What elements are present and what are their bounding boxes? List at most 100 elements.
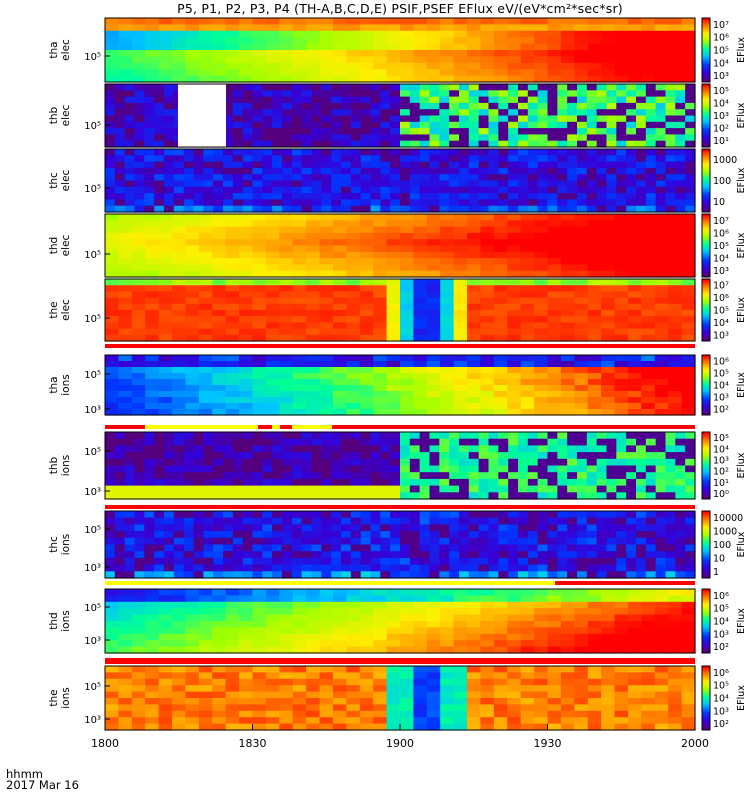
ytick-label: 10³ bbox=[84, 405, 101, 416]
colorbar-frame bbox=[701, 148, 711, 213]
colorbar-tick-label: 10000 bbox=[713, 513, 743, 524]
panel-ylabel-line: thd bbox=[48, 237, 60, 254]
colorbar-tick-label: 10⁷ bbox=[713, 216, 729, 227]
colorbar-tick-label: 10¹ bbox=[713, 478, 729, 489]
colorbar-tick-label: 100 bbox=[713, 540, 731, 551]
colorbar-tick-label: 10⁵ bbox=[713, 433, 729, 444]
colorbar-tick-label: 1000 bbox=[713, 155, 737, 166]
colorbar-tick-label: 10² bbox=[713, 124, 729, 135]
colorbar-tick-label: 10⁴ bbox=[713, 58, 729, 69]
colorbar-label: EFlux bbox=[736, 102, 747, 128]
colorbar-tick-label: 10¹ bbox=[713, 136, 729, 147]
colorbar-tick-label: 10³ bbox=[713, 266, 729, 277]
colorbar-tick-label: 10⁵ bbox=[713, 604, 729, 615]
colorbar-label: EFlux bbox=[736, 372, 747, 398]
colorbar-tick-label: 10⁶ bbox=[713, 293, 729, 304]
colorbar-tick-label: 10⁶ bbox=[713, 228, 729, 239]
panel-ylabel: thcions bbox=[48, 534, 72, 555]
ytick-label: 10⁵ bbox=[84, 682, 101, 693]
panel-ylabel-line: the bbox=[48, 301, 60, 318]
colorbar-tick-label: 10⁴ bbox=[713, 98, 729, 109]
panel-ylabel-line: thd bbox=[48, 612, 60, 629]
colorbar-frame bbox=[701, 431, 711, 500]
panel-ylabel-line: thc bbox=[48, 536, 60, 553]
colorbar-tick-label: 10³ bbox=[713, 706, 729, 717]
panel-frame bbox=[104, 148, 696, 213]
colorbar-tick-label: 10⁶ bbox=[713, 668, 729, 679]
colorbar-tick-label: 10² bbox=[713, 405, 729, 416]
panel-ylabel: thaelec bbox=[48, 39, 72, 61]
colorbar-tick-label: 100 bbox=[713, 176, 731, 187]
spectrogram-panel: thcions 10⁵ 10³ 1 10 100 1000 10000 EFlux bbox=[48, 510, 747, 585]
colorbar-frame bbox=[701, 665, 711, 731]
colorbar-tick-label: 10 bbox=[713, 553, 725, 564]
ytick-label: 10³ bbox=[84, 487, 101, 498]
colorbar-tick-label: 10⁰ bbox=[713, 489, 729, 500]
status-bar bbox=[105, 505, 695, 509]
colorbar-tick-label: 10² bbox=[713, 719, 729, 730]
colorbar-frame bbox=[701, 278, 711, 342]
panel-frame bbox=[104, 431, 696, 500]
panel-ylabel-line: tha bbox=[48, 41, 60, 58]
colorbar-tick-label: 10⁷ bbox=[713, 281, 729, 292]
panel-ylabel-line: tha bbox=[48, 376, 60, 393]
colorbar-tick-label: 10⁵ bbox=[713, 241, 729, 252]
panel-ylabel-line: elec bbox=[60, 39, 72, 61]
ytick-label: 10⁵ bbox=[84, 52, 101, 63]
panel-ylabel-line: the bbox=[48, 689, 60, 706]
x-axis: 1800 1830 1900 1930 2000 bbox=[91, 724, 709, 750]
colorbar-tick-label: 10⁵ bbox=[713, 681, 729, 692]
colorbar-tick-label: 10⁷ bbox=[713, 20, 729, 31]
ytick-label: 10⁵ bbox=[84, 525, 101, 536]
panel-ylabel-line: elec bbox=[60, 234, 72, 256]
colorbar-tick-label: 10⁶ bbox=[713, 591, 729, 602]
xtick-label: 1830 bbox=[239, 737, 267, 750]
xtick-label: 1900 bbox=[386, 737, 414, 750]
panel-frame bbox=[104, 213, 696, 278]
panel-ylabel-line: elec bbox=[60, 299, 72, 321]
data-gap bbox=[178, 84, 226, 147]
ytick-label: 10⁵ bbox=[84, 314, 101, 325]
panel-frame bbox=[104, 83, 696, 148]
panel-ylabel: theions bbox=[48, 687, 72, 708]
status-bar bbox=[105, 344, 695, 348]
time-unit-label: hhmm bbox=[6, 767, 43, 781]
panel-ylabel: thcelec bbox=[48, 169, 72, 191]
colorbar: 1 10 100 1000 10000 EFlux bbox=[701, 510, 747, 579]
status-bar bbox=[105, 661, 695, 664]
panel-frame bbox=[104, 278, 696, 342]
colorbar-frame bbox=[701, 17, 711, 83]
colorbar-tick-label: 10⁵ bbox=[713, 369, 729, 380]
panel-ylabel-line: ions bbox=[60, 610, 72, 631]
colorbar-tick-label: 10³ bbox=[713, 393, 729, 404]
colorbar-tick-label: 10⁴ bbox=[713, 381, 729, 392]
panel-frame bbox=[104, 354, 696, 416]
colorbar-tick-label: 10³ bbox=[713, 330, 729, 341]
panel-frame bbox=[104, 17, 696, 83]
panel-frame bbox=[104, 588, 696, 654]
panel-ylabel: thdions bbox=[48, 610, 72, 631]
panel-frame bbox=[104, 510, 696, 579]
chart-title: P5, P1, P2, P3, P4 (TH-A,B,C,D,E) PSIF,P… bbox=[177, 1, 623, 16]
colorbar-tick-label: 1 bbox=[713, 567, 719, 578]
colorbar-frame bbox=[701, 354, 711, 416]
status-bar bbox=[105, 581, 695, 585]
colorbar-label: EFlux bbox=[736, 297, 747, 323]
panel-ylabel-line: elec bbox=[60, 169, 72, 191]
colorbar-tick-label: 10⁵ bbox=[713, 306, 729, 317]
